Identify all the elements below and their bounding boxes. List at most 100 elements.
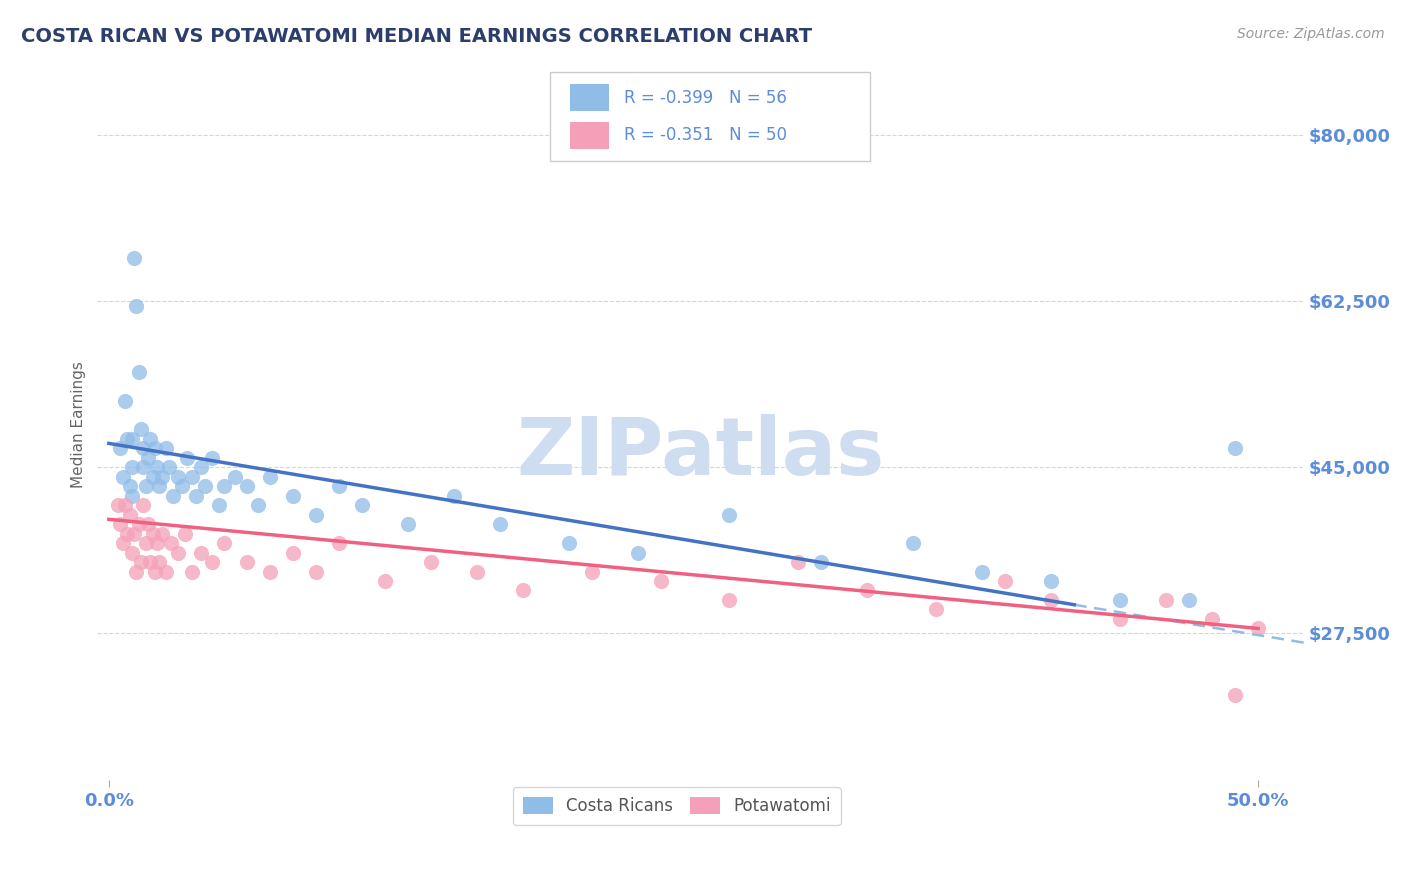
Point bbox=[208, 498, 231, 512]
Point bbox=[856, 583, 879, 598]
Point bbox=[121, 545, 143, 559]
Point bbox=[139, 555, 162, 569]
Point bbox=[994, 574, 1017, 588]
Point bbox=[201, 555, 224, 569]
Point bbox=[557, 536, 579, 550]
Point bbox=[718, 508, 741, 522]
Point bbox=[139, 432, 162, 446]
Point bbox=[121, 460, 143, 475]
Point bbox=[305, 508, 328, 522]
Point bbox=[122, 526, 145, 541]
Legend: Costa Ricans, Potawatomi: Costa Ricans, Potawatomi bbox=[513, 787, 841, 825]
Point bbox=[194, 479, 217, 493]
Point bbox=[125, 299, 148, 313]
Point bbox=[443, 489, 465, 503]
Point bbox=[190, 460, 212, 475]
Text: Source: ZipAtlas.com: Source: ZipAtlas.com bbox=[1237, 27, 1385, 41]
Point bbox=[155, 565, 177, 579]
Point bbox=[121, 489, 143, 503]
Point bbox=[111, 469, 134, 483]
Point bbox=[166, 469, 188, 483]
Text: R = -0.351   N = 50: R = -0.351 N = 50 bbox=[623, 127, 786, 145]
Point bbox=[212, 479, 235, 493]
Text: COSTA RICAN VS POTAWATOMI MEDIAN EARNINGS CORRELATION CHART: COSTA RICAN VS POTAWATOMI MEDIAN EARNING… bbox=[21, 27, 813, 45]
Point bbox=[136, 450, 159, 465]
Point bbox=[114, 393, 136, 408]
Point bbox=[125, 565, 148, 579]
Point bbox=[419, 555, 441, 569]
Point bbox=[176, 450, 198, 465]
Point bbox=[236, 479, 259, 493]
Point bbox=[810, 555, 832, 569]
Point bbox=[1225, 688, 1247, 702]
Point bbox=[626, 545, 648, 559]
Point bbox=[1040, 593, 1063, 607]
Point bbox=[136, 517, 159, 532]
Point bbox=[141, 469, 163, 483]
Point bbox=[115, 526, 138, 541]
Point bbox=[224, 469, 246, 483]
Point bbox=[132, 441, 155, 455]
Point bbox=[114, 498, 136, 512]
Point bbox=[132, 460, 155, 475]
Point bbox=[787, 555, 810, 569]
Point bbox=[1225, 441, 1247, 455]
Point bbox=[128, 365, 150, 379]
Point bbox=[903, 536, 925, 550]
Point bbox=[146, 460, 169, 475]
Point bbox=[396, 517, 419, 532]
Point bbox=[180, 469, 202, 483]
Point bbox=[247, 498, 270, 512]
Point bbox=[190, 545, 212, 559]
Point bbox=[650, 574, 672, 588]
Bar bbox=[571, 84, 609, 112]
Point bbox=[150, 526, 173, 541]
Point bbox=[155, 441, 177, 455]
Point bbox=[1109, 612, 1132, 626]
Point bbox=[141, 526, 163, 541]
Point bbox=[162, 489, 184, 503]
Text: ZIPatlas: ZIPatlas bbox=[516, 414, 884, 491]
Point bbox=[129, 422, 152, 436]
Point bbox=[122, 252, 145, 266]
Point bbox=[107, 498, 129, 512]
Point bbox=[281, 545, 304, 559]
Point bbox=[166, 545, 188, 559]
Point bbox=[143, 441, 166, 455]
Point bbox=[180, 565, 202, 579]
Point bbox=[281, 489, 304, 503]
Point bbox=[129, 555, 152, 569]
Point bbox=[350, 498, 373, 512]
Point bbox=[186, 489, 208, 503]
Text: R = -0.399   N = 56: R = -0.399 N = 56 bbox=[623, 88, 786, 107]
Point bbox=[972, 565, 994, 579]
Point bbox=[201, 450, 224, 465]
Point bbox=[1040, 574, 1063, 588]
Y-axis label: Median Earnings: Median Earnings bbox=[72, 361, 86, 488]
Point bbox=[374, 574, 396, 588]
Point bbox=[925, 602, 948, 616]
Point bbox=[132, 498, 155, 512]
Point bbox=[110, 517, 132, 532]
Point bbox=[148, 555, 170, 569]
Point bbox=[1178, 593, 1201, 607]
Point bbox=[305, 565, 328, 579]
Point bbox=[512, 583, 534, 598]
Point bbox=[111, 536, 134, 550]
Point bbox=[488, 517, 510, 532]
Point bbox=[121, 432, 143, 446]
Point bbox=[110, 441, 132, 455]
Point bbox=[128, 517, 150, 532]
Point bbox=[173, 526, 195, 541]
Point bbox=[146, 536, 169, 550]
Point bbox=[135, 479, 157, 493]
Point bbox=[157, 460, 180, 475]
Point bbox=[1109, 593, 1132, 607]
Bar bbox=[571, 122, 609, 149]
Point bbox=[160, 536, 183, 550]
Point bbox=[143, 565, 166, 579]
Point bbox=[172, 479, 194, 493]
Point bbox=[581, 565, 603, 579]
Point bbox=[1201, 612, 1223, 626]
Point bbox=[236, 555, 259, 569]
